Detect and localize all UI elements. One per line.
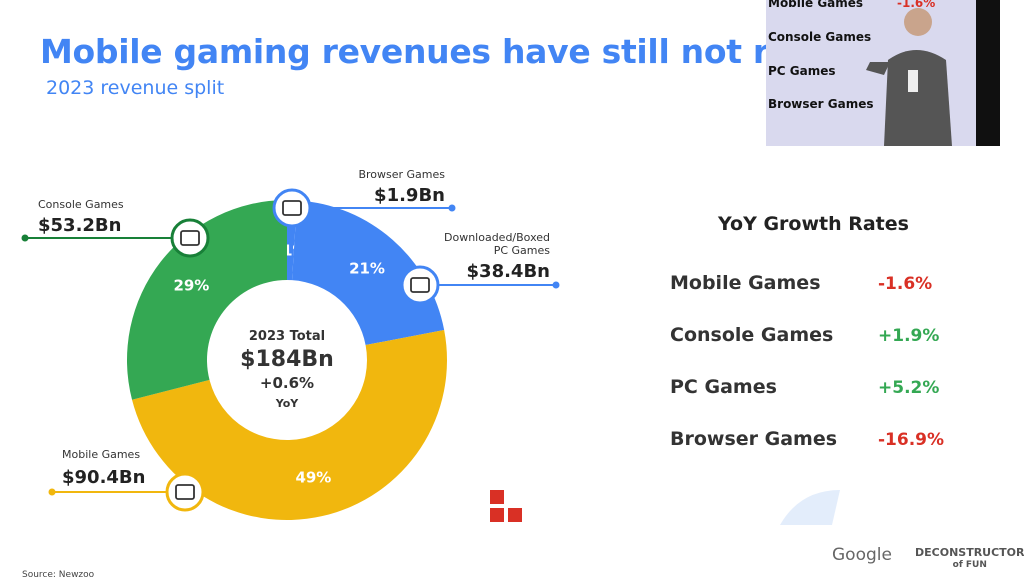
- leader-dot: [48, 488, 56, 496]
- category-label: Mobile Games: [62, 448, 140, 461]
- decor-block: [490, 508, 504, 522]
- inset-value: -1.6%: [897, 0, 936, 10]
- center-growth: +0.6%: [260, 374, 314, 392]
- category-label: Browser Games: [358, 168, 445, 181]
- category-amount: $38.4Bn: [467, 261, 550, 282]
- inset-row: PC Games: [768, 64, 836, 78]
- donut-slice: [132, 330, 448, 520]
- slice-label: 21%: [349, 260, 385, 278]
- slice-label: 49%: [295, 469, 331, 487]
- growth-name: PC Games: [670, 376, 777, 398]
- growth-name: Mobile Games: [670, 272, 821, 294]
- growth-value: +1.9%: [878, 326, 940, 346]
- category-label: Console Games: [38, 198, 124, 211]
- category-icon: [170, 218, 210, 258]
- category-icon: [165, 472, 205, 512]
- speaker-video: Mobile Games -1.6% Console Games PC Game…: [766, 0, 1000, 146]
- category-icon-glyph: [410, 277, 430, 293]
- source: Source: Newzoo: [22, 570, 95, 580]
- category-amount: $90.4Bn: [62, 467, 145, 488]
- category-amount: $1.9Bn: [374, 185, 445, 206]
- donut-slice: [292, 200, 445, 346]
- slice-label: 29%: [173, 276, 209, 294]
- logo-dof-text: DECONSTRUCTOR: [915, 546, 1024, 559]
- leader-dot: [448, 204, 456, 212]
- category-icon-glyph: [282, 200, 302, 216]
- category-icon-glyph: [180, 230, 200, 246]
- category-icon: [272, 188, 312, 228]
- logo-dof: DECONSTRUCTOR of FUN: [915, 547, 1024, 571]
- speaker: [866, 0, 1000, 146]
- decor-block: [508, 508, 522, 522]
- category-icon: [400, 265, 440, 305]
- category-amount: $53.2Bn: [38, 215, 121, 236]
- category-icon-glyph: [175, 484, 195, 500]
- donut-slice: [126, 200, 287, 400]
- growth-value: -1.6%: [878, 274, 933, 294]
- logo-google: Google: [832, 545, 892, 565]
- center-total: $184Bn: [240, 347, 334, 372]
- growth-value: -16.9%: [878, 430, 945, 450]
- inset-row: Console Games: [768, 30, 872, 44]
- growth-name: Console Games: [670, 324, 834, 346]
- inset-row: Mobile Games: [768, 0, 864, 10]
- center-unit: YoY: [275, 397, 300, 410]
- decor-shape: [780, 490, 840, 525]
- leader-dot: [21, 234, 29, 242]
- logo-dof-text: of FUN: [952, 560, 987, 570]
- growth-title: YoY Growth Rates: [718, 213, 909, 235]
- leader-dot: [552, 281, 560, 289]
- decor-block: [490, 490, 504, 504]
- category-label: Downloaded/Boxed: [444, 231, 550, 244]
- subtitle: 2023 revenue split: [46, 77, 225, 99]
- title: Mobile gaming revenues have still not re…: [40, 32, 833, 71]
- inset-row: Browser Games: [768, 97, 874, 111]
- category-label: PC Games: [494, 244, 551, 257]
- growth-value: +5.2%: [878, 378, 940, 398]
- center-label: 2023 Total: [249, 329, 325, 344]
- growth-name: Browser Games: [670, 428, 838, 450]
